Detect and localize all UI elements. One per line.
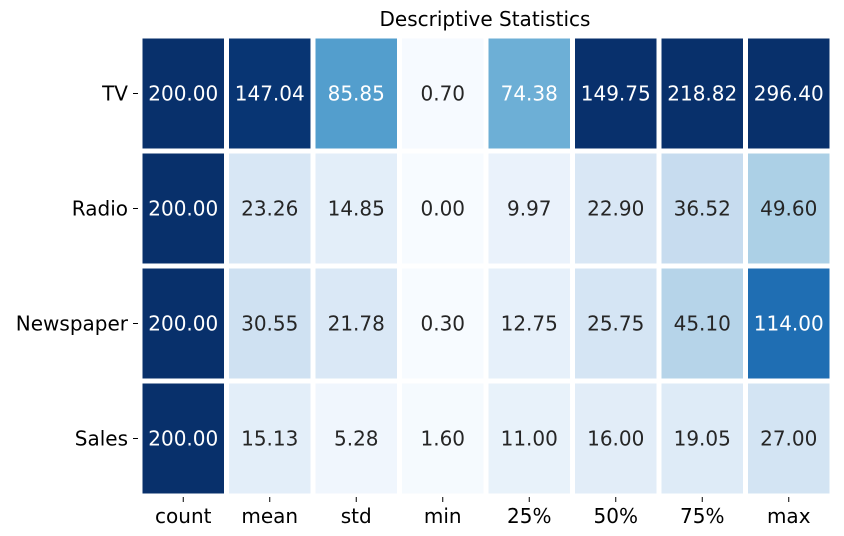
heatmap-cell-newspaper-7 <box>743 263 835 384</box>
cell-value-label-newspaper-2: 21.78 <box>328 312 385 336</box>
row-labels: TV Radio Newspaper Sales <box>16 82 138 451</box>
heatmap-cell-newspaper-6 <box>656 263 748 384</box>
cell-value-label-newspaper-5: 25.75 <box>587 312 644 336</box>
column-label-5: 50% <box>594 504 638 528</box>
heatmap-cell-sales-7 <box>743 378 835 499</box>
cell-value-label-radio-5: 22.90 <box>587 197 644 221</box>
cell-value-label-tv-5: 149.75 <box>581 82 651 106</box>
cell-value-label-sales-5: 16.00 <box>587 427 644 451</box>
column-label-1: mean <box>241 504 298 528</box>
cell-value-label-radio-1: 23.26 <box>241 197 298 221</box>
cell-value-label-tv-1: 147.04 <box>235 82 305 106</box>
heatmap-cell-radio-7 <box>743 148 835 269</box>
cell-value-label-sales-7: 27.00 <box>760 427 817 451</box>
cell-value-label-sales-0: 200.00 <box>148 427 218 451</box>
cell-value-label-radio-2: 14.85 <box>328 197 385 221</box>
heatmap-cells: 200.00 147.04 85.85 0.70 74.38 149.75 218.82 29… <box>137 33 835 499</box>
column-label-0: count <box>155 504 212 528</box>
cell-value-label-newspaper-4: 12.75 <box>501 312 558 336</box>
row-label-tv: TV <box>101 82 128 106</box>
heatmap-cell-sales-3 <box>397 378 489 499</box>
cell-value-label-tv-2: 85.85 <box>328 82 385 106</box>
heatmap-cell-sales-6 <box>656 378 748 499</box>
column-labels: count mean std min 25% 50% 75% max <box>155 497 811 528</box>
cell-value-label-sales-3: 1.60 <box>420 427 465 451</box>
cell-value-label-radio-0: 200.00 <box>148 197 218 221</box>
cell-value-label-newspaper-1: 30.55 <box>241 312 298 336</box>
chart-title: Descriptive Statistics <box>380 7 591 31</box>
cell-value-label-newspaper-0: 200.00 <box>148 312 218 336</box>
column-label-7: max <box>767 504 811 528</box>
cell-value-label-radio-6: 36.52 <box>674 197 731 221</box>
heatmap-cell-newspaper-2 <box>310 263 402 384</box>
column-label-4: 25% <box>507 504 551 528</box>
heatmap-cell-sales-4 <box>483 378 575 499</box>
cell-value-label-sales-4: 11.00 <box>501 427 558 451</box>
cell-value-label-tv-0: 200.00 <box>148 82 218 106</box>
heatmap-cell-newspaper-0 <box>137 263 229 384</box>
cell-value-label-tv-6: 218.82 <box>667 82 737 106</box>
row-label-sales: Sales <box>75 427 128 451</box>
cell-value-label-sales-1: 15.13 <box>241 427 298 451</box>
cell-value-label-newspaper-6: 45.10 <box>674 312 731 336</box>
row-label-newspaper: Newspaper <box>16 312 129 336</box>
heatmap-cell-sales-2 <box>310 378 402 499</box>
cell-value-label-radio-4: 9.97 <box>507 197 552 221</box>
column-label-3: min <box>424 504 462 528</box>
row-label-radio: Radio <box>72 197 128 221</box>
cell-value-label-tv-4: 74.38 <box>501 82 558 106</box>
cell-value-label-sales-2: 5.28 <box>334 427 379 451</box>
heatmap-cell-radio-1 <box>224 148 316 269</box>
cell-value-label-newspaper-3: 0.30 <box>420 312 465 336</box>
cell-value-label-sales-6: 19.05 <box>674 427 731 451</box>
column-label-2: std <box>341 504 372 528</box>
heatmap-cell-newspaper-3 <box>397 263 489 384</box>
cell-value-label-radio-7: 49.60 <box>760 197 817 221</box>
cell-value-label-radio-3: 0.00 <box>420 197 465 221</box>
cell-value-label-tv-3: 0.70 <box>420 82 465 106</box>
column-label-6: 75% <box>680 504 724 528</box>
heatmap-cell-sales-0 <box>137 378 229 499</box>
cell-value-label-newspaper-7: 114.00 <box>754 312 824 336</box>
heatmap-cell-tv-7 <box>743 33 835 154</box>
cell-value-label-tv-7: 296.40 <box>754 82 824 106</box>
